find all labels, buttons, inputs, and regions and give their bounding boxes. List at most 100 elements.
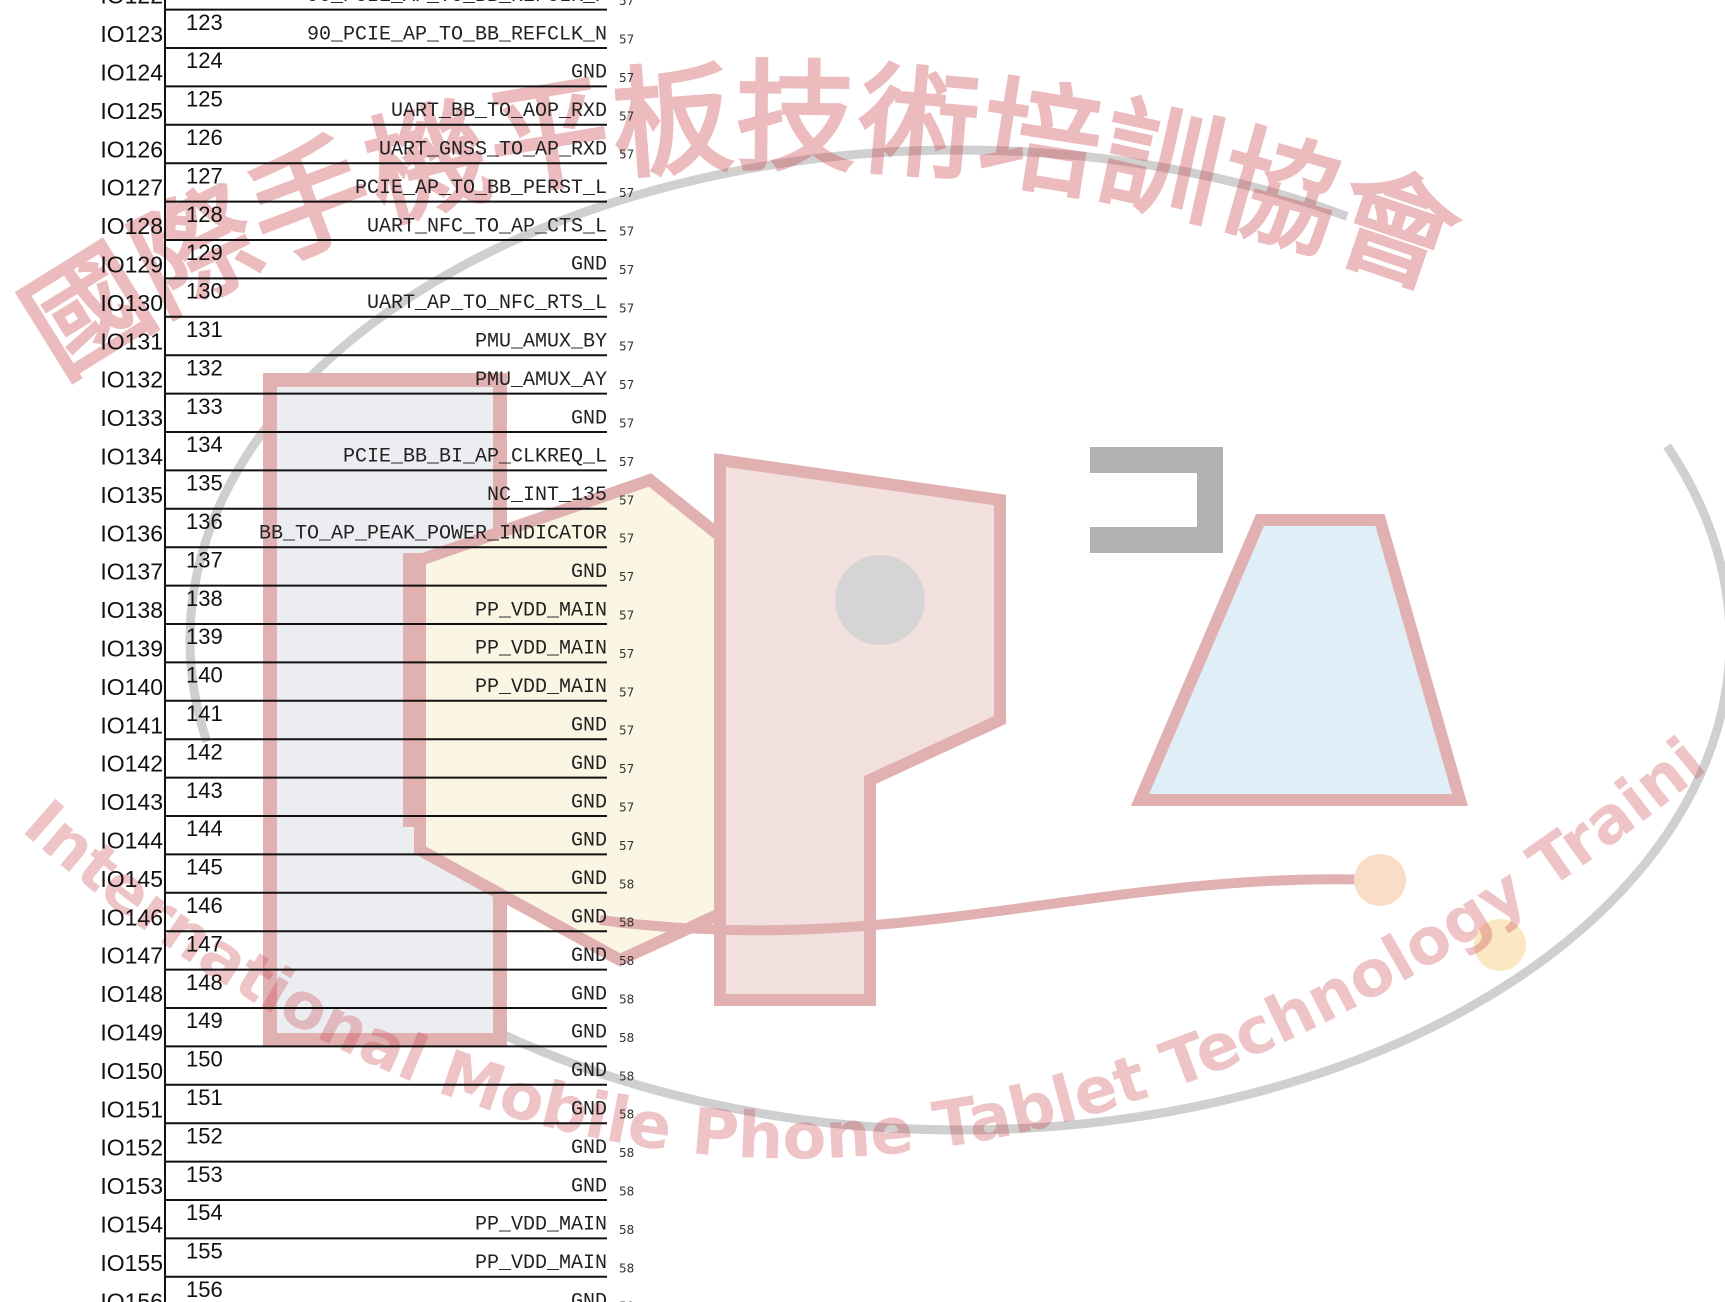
io-label: IO135 bbox=[100, 482, 163, 508]
page-ref: 58 bbox=[619, 1223, 634, 1237]
io-label: IO139 bbox=[100, 635, 163, 661]
logo-shape bbox=[1130, 514, 1468, 806]
net-name: GND bbox=[571, 254, 607, 277]
net-name: GND bbox=[571, 791, 607, 814]
page-ref: 57 bbox=[619, 33, 634, 47]
pin-number: 130 bbox=[186, 279, 223, 304]
page-ref: 57 bbox=[619, 148, 634, 162]
net-name: UART_AP_TO_NFC_RTS_L bbox=[367, 292, 607, 315]
io-label: IO129 bbox=[100, 251, 163, 277]
pin-number: 133 bbox=[186, 394, 223, 419]
page-ref: 57 bbox=[619, 532, 634, 546]
logo-pad bbox=[1474, 919, 1526, 971]
logo-screw bbox=[835, 555, 925, 645]
page-ref: 57 bbox=[619, 762, 634, 776]
pin-number: 151 bbox=[186, 1085, 223, 1110]
io-label: IO146 bbox=[100, 904, 163, 930]
pin-number: 137 bbox=[186, 547, 223, 572]
page-ref: 57 bbox=[619, 263, 634, 277]
io-label: IO154 bbox=[100, 1211, 163, 1237]
net-name: 90_PCIE_AP_TO_BB_REFCLK_P bbox=[307, 0, 607, 8]
page-ref: 58 bbox=[619, 1031, 634, 1045]
io-label: IO140 bbox=[100, 674, 163, 700]
logo-shape bbox=[414, 473, 756, 967]
pin-number: 123 bbox=[186, 10, 223, 35]
io-label: IO126 bbox=[100, 136, 163, 162]
net-name: PP_VDD_MAIN bbox=[475, 1214, 607, 1237]
io-label: IO150 bbox=[100, 1058, 163, 1084]
net-name: GND bbox=[571, 945, 607, 968]
page-ref: 57 bbox=[619, 609, 634, 623]
page-ref: 57 bbox=[619, 724, 634, 738]
net-name: PMU_AMUX_AY bbox=[475, 369, 607, 392]
io-label: IO124 bbox=[100, 59, 163, 85]
page-ref: 57 bbox=[619, 570, 634, 584]
pin-number: 147 bbox=[186, 931, 223, 956]
io-label: IO122 bbox=[100, 0, 163, 9]
page-ref: 57 bbox=[619, 340, 634, 354]
page-ref: 58 bbox=[619, 916, 634, 930]
pin-number: 143 bbox=[186, 778, 223, 803]
pin-number: 128 bbox=[186, 202, 223, 227]
page-ref: 58 bbox=[619, 1146, 634, 1160]
page-ref: 57 bbox=[619, 417, 634, 431]
io-label: IO133 bbox=[100, 405, 163, 431]
net-name: PP_VDD_MAIN bbox=[475, 676, 607, 699]
net-name: GND bbox=[571, 1290, 607, 1302]
page-ref: 58 bbox=[619, 993, 634, 1007]
page-ref: 57 bbox=[619, 647, 634, 661]
io-label: IO132 bbox=[100, 367, 163, 393]
net-name: PP_VDD_MAIN bbox=[475, 599, 607, 622]
pin-number: 150 bbox=[186, 1047, 223, 1072]
logo-shape bbox=[263, 373, 507, 1047]
page-ref: 57 bbox=[619, 225, 634, 239]
page-ref: 57 bbox=[619, 493, 634, 507]
pin-number: 144 bbox=[186, 816, 223, 841]
net-name: BB_TO_AP_PEAK_POWER_INDICATOR bbox=[259, 522, 607, 545]
pin-number: 134 bbox=[186, 432, 223, 457]
pin-number: 131 bbox=[186, 317, 223, 342]
net-name: GND bbox=[571, 1137, 607, 1160]
page-ref: 57 bbox=[619, 801, 634, 815]
io-label: IO134 bbox=[100, 443, 163, 469]
io-label: IO131 bbox=[100, 328, 163, 354]
net-name: GND bbox=[571, 830, 607, 853]
logo-shape bbox=[714, 453, 1006, 1006]
page-ref: 58 bbox=[619, 954, 634, 968]
pin-number: 129 bbox=[186, 240, 223, 265]
net-name: GND bbox=[571, 983, 607, 1006]
logo-pad bbox=[1354, 854, 1406, 906]
page-ref: 57 bbox=[619, 455, 634, 469]
net-name: PMU_AMUX_BY bbox=[475, 330, 607, 353]
net-name: GND bbox=[571, 753, 607, 776]
net-name: PP_VDD_MAIN bbox=[475, 638, 607, 661]
page-ref: 58 bbox=[619, 1261, 634, 1275]
page-ref: 57 bbox=[619, 186, 634, 200]
page-ref: 57 bbox=[619, 378, 634, 392]
io-label: IO147 bbox=[100, 943, 163, 969]
pin-number: 142 bbox=[186, 739, 223, 764]
page-ref: 57 bbox=[619, 685, 634, 699]
pin-number: 126 bbox=[186, 125, 223, 150]
net-name: GND bbox=[571, 1175, 607, 1198]
net-name: 90_PCIE_AP_TO_BB_REFCLK_N bbox=[307, 23, 607, 46]
pin-number: 149 bbox=[186, 1008, 223, 1033]
io-label: IO137 bbox=[100, 559, 163, 585]
io-label: IO148 bbox=[100, 981, 163, 1007]
net-name: GND bbox=[571, 714, 607, 737]
io-label: IO123 bbox=[100, 21, 163, 47]
pin-number: 138 bbox=[186, 586, 223, 611]
watermark-logo bbox=[185, 145, 1725, 1135]
net-name: GND bbox=[571, 62, 607, 85]
net-name: PP_VDD_MAIN bbox=[475, 1252, 607, 1275]
io-label: IO153 bbox=[100, 1173, 163, 1199]
pin-number: 152 bbox=[186, 1123, 223, 1148]
pin-number: 154 bbox=[186, 1200, 223, 1225]
io-label: IO145 bbox=[100, 866, 163, 892]
logo-trace bbox=[599, 874, 1381, 936]
io-label: IO155 bbox=[100, 1250, 163, 1276]
io-label: IO142 bbox=[100, 751, 163, 777]
logo-ring bbox=[185, 145, 1725, 1135]
io-label: IO138 bbox=[100, 597, 163, 623]
